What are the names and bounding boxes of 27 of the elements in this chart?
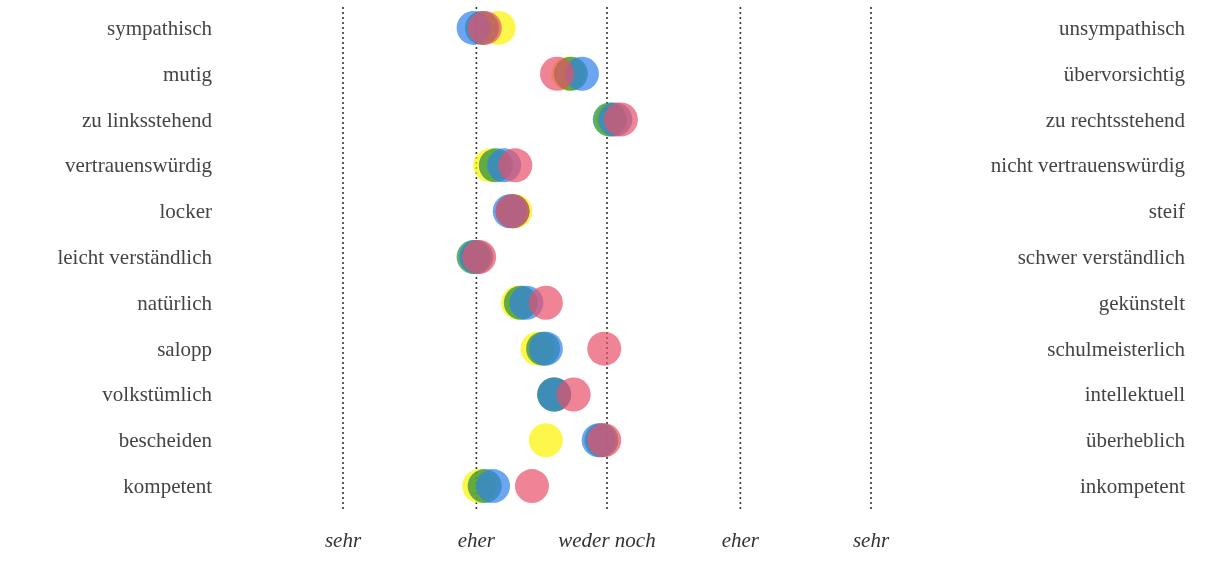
y2-tick-label: inkompetent <box>1080 474 1186 499</box>
y-tick-label: salopp <box>157 336 212 361</box>
y-tick-label: leicht verständlich <box>57 245 213 269</box>
y2-tick-label: überheblich <box>1085 428 1186 453</box>
y-tick-label: bescheiden <box>118 428 213 453</box>
ref-line-label: sehr <box>852 528 890 552</box>
y2-tick-label: übervorsichtig <box>1063 61 1186 86</box>
y-tick-label: mutig <box>162 61 213 86</box>
y-tick-label: sympathisch <box>107 15 213 40</box>
y2-tick-label: steif <box>1148 199 1186 224</box>
y2-tick-label: nicht vertrauenswürdig <box>990 153 1186 178</box>
ref-line-label: sehr <box>324 528 362 552</box>
y2-tick-label: schulmeisterlich <box>1047 336 1186 361</box>
y-tick-label: vertrauenswürdig <box>65 153 213 178</box>
y2-tick-label: unsympathisch <box>1059 15 1186 40</box>
ref-line-label: weder noch <box>558 528 656 552</box>
y-tick-label: volkstümlich <box>102 382 213 407</box>
y2-tick-label: zu rechtsstehend <box>1045 107 1186 132</box>
y-tick-label: natürlich <box>137 290 213 315</box>
y2-tick-label: intellektuell <box>1084 382 1186 407</box>
ref-line-label: eher <box>721 528 760 552</box>
y-tick-label: zu linksstehend <box>81 107 213 132</box>
y-tick-label: kompetent <box>123 474 213 499</box>
y2-tick-label: schwer verständlich <box>1017 245 1186 269</box>
y2-tick-label: gekünstelt <box>1098 290 1186 315</box>
y-tick-label: locker <box>159 199 212 224</box>
ref-line-label: eher <box>457 528 496 552</box>
